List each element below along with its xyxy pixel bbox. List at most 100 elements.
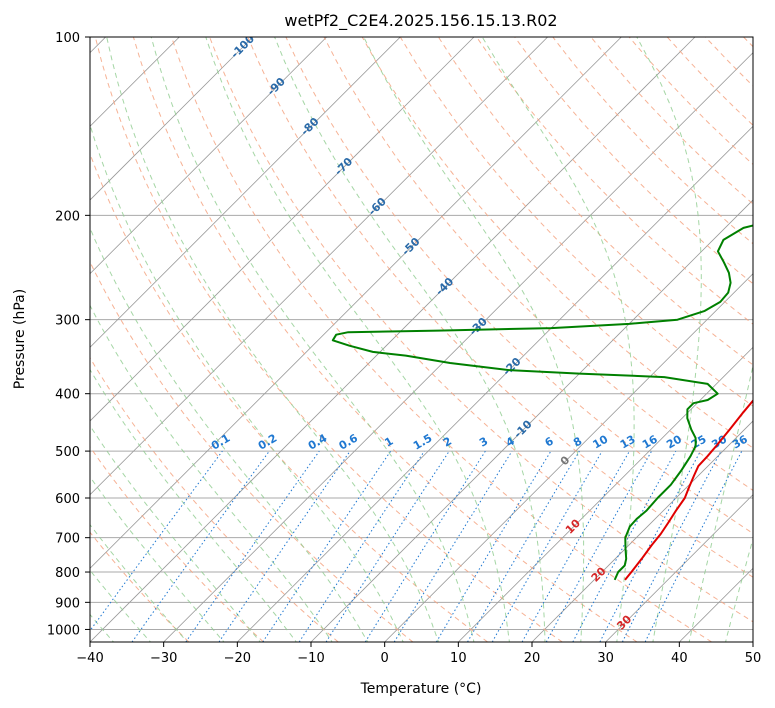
dry-adiabat-line bbox=[704, 37, 753, 87]
x-tick-label: 50 bbox=[745, 651, 762, 666]
isotherm-line bbox=[458, 346, 753, 642]
mixing-ratio-line bbox=[393, 450, 513, 642]
mixing-ratio-label: 10 bbox=[591, 432, 611, 451]
mixing-ratio-line bbox=[545, 450, 653, 642]
mixing-ratio-label: 6 bbox=[543, 434, 556, 449]
isotherm-label: -80 bbox=[298, 115, 321, 138]
isotherm-line bbox=[90, 37, 475, 422]
mixing-ratio-line bbox=[521, 450, 630, 642]
dry-adiabat-line bbox=[743, 37, 753, 48]
isotherm-line bbox=[90, 37, 622, 569]
isotherm-line bbox=[384, 273, 753, 642]
mixing-ratio-line bbox=[185, 450, 320, 642]
x-tick-label: 10 bbox=[450, 651, 467, 666]
y-tick-label: 1000 bbox=[47, 623, 80, 638]
y-tick-label: 600 bbox=[55, 492, 80, 507]
isotherm-label: -20 bbox=[500, 355, 523, 378]
mixing-ratio-label: 20 bbox=[664, 432, 684, 451]
isotherm-line bbox=[90, 37, 327, 275]
isotherm-label: -90 bbox=[265, 75, 288, 98]
moist-adiabat-line bbox=[725, 537, 753, 642]
dry-adiabat-line bbox=[437, 37, 753, 366]
dry-adiabat-line bbox=[209, 37, 753, 623]
isotherm-line bbox=[90, 37, 401, 348]
plot-area: -100-90-80-70-60-50-40-30-20-10010203040… bbox=[90, 37, 753, 680]
moist-adiabat-line bbox=[481, 37, 635, 642]
dry-adiabat-line bbox=[399, 37, 753, 407]
mixing-ratio-label: 1 bbox=[382, 435, 395, 450]
isotherm-label: -40 bbox=[433, 275, 456, 298]
mixing-ratio-line bbox=[644, 450, 743, 642]
y-tick-label: 800 bbox=[55, 566, 80, 581]
y-tick-label: 400 bbox=[55, 388, 80, 403]
dry-adiabat-line bbox=[90, 356, 339, 642]
mixing-ratio-label: 16 bbox=[640, 432, 660, 451]
mixing-ratio-label: 36 bbox=[730, 432, 750, 451]
moist-adiabat-line bbox=[90, 226, 369, 642]
moist-adiabat-line bbox=[205, 37, 510, 642]
dewpoint-profile-line bbox=[331, 224, 753, 581]
mixing-ratio-line bbox=[218, 450, 351, 642]
x-axis-ticks: −40 −30 −20 −10 0 10 20 30 40 50 bbox=[76, 642, 761, 666]
mixing-ratio-label: 8 bbox=[571, 435, 584, 450]
temperature-profile-line bbox=[624, 399, 753, 581]
moist-adiabat-line bbox=[106, 37, 440, 642]
isotherm-label: 10 bbox=[563, 516, 583, 536]
moist-adiabat-line bbox=[274, 37, 546, 642]
mixing-ratio-label: 0.4 bbox=[306, 431, 330, 452]
isotherm-line bbox=[310, 199, 753, 642]
y-axis-ticks: 100 200 300 400 500 600 700 800 900 1000 bbox=[47, 31, 90, 638]
moist-adiabat-line bbox=[688, 363, 753, 642]
sounding-profiles bbox=[331, 224, 753, 581]
moist-adiabat-line bbox=[90, 368, 297, 642]
moist-adiabat-lines bbox=[90, 37, 753, 642]
dry-adiabat-line bbox=[94, 37, 563, 642]
x-tick-label: −20 bbox=[224, 651, 251, 666]
dry-adiabat-line bbox=[90, 260, 414, 642]
dry-adiabat-line bbox=[90, 152, 488, 642]
mixing-ratio-label: 0.1 bbox=[209, 432, 232, 453]
isotherm-label: 20 bbox=[589, 564, 609, 584]
isotherm-line bbox=[531, 420, 753, 642]
isotherm-line bbox=[752, 641, 753, 642]
mixing-ratio-line bbox=[435, 450, 552, 642]
mixing-ratio-label: 3 bbox=[477, 435, 490, 450]
mixing-ratio-line bbox=[364, 450, 486, 642]
dry-adiabat-line bbox=[590, 37, 753, 205]
dry-adiabat-line bbox=[90, 446, 264, 642]
isotherm-label: -70 bbox=[332, 155, 355, 178]
moist-adiabat-line bbox=[363, 37, 585, 642]
mixing-ratio-line bbox=[298, 450, 425, 642]
mixing-ratio-label: 2 bbox=[441, 435, 454, 450]
moist-adiabat-line bbox=[90, 523, 188, 642]
isotherm-line bbox=[605, 494, 753, 642]
y-tick-label: 700 bbox=[55, 532, 80, 547]
isotherm-line bbox=[90, 37, 254, 201]
isotherm-label: 40 bbox=[640, 660, 660, 680]
dry-adiabat-line bbox=[171, 37, 712, 642]
mixing-ratio-label: 25 bbox=[689, 433, 709, 452]
isotherm-line bbox=[90, 37, 696, 642]
dry-adiabat-line bbox=[514, 37, 753, 285]
dry-adiabat-lines bbox=[90, 37, 753, 642]
isotherm-label: -30 bbox=[467, 315, 490, 338]
y-tick-label: 500 bbox=[55, 445, 80, 460]
x-tick-label: 20 bbox=[524, 651, 541, 666]
skewed-isotherm-lines bbox=[90, 37, 753, 642]
x-tick-label: 30 bbox=[597, 651, 614, 666]
chart-title: wetPf2_C2E4.2025.156.15.13.R02 bbox=[284, 11, 557, 31]
isotherm-label: -10 bbox=[511, 417, 534, 440]
mixing-ratio-line bbox=[572, 450, 677, 642]
axes-frame bbox=[89, 36, 754, 643]
mixing-ratio-line bbox=[90, 450, 223, 632]
dry-adiabat-line bbox=[132, 37, 638, 642]
mixing-ratio-label: 13 bbox=[618, 433, 638, 452]
isotherm-label: -50 bbox=[399, 235, 422, 258]
x-tick-label: −10 bbox=[297, 651, 324, 666]
x-tick-label: 40 bbox=[671, 651, 688, 666]
x-tick-label: −40 bbox=[76, 651, 103, 666]
mixing-ratio-label: 1.5 bbox=[411, 432, 434, 453]
isobar-gridlines bbox=[90, 37, 753, 630]
isotherm-label: 0 bbox=[558, 453, 573, 468]
